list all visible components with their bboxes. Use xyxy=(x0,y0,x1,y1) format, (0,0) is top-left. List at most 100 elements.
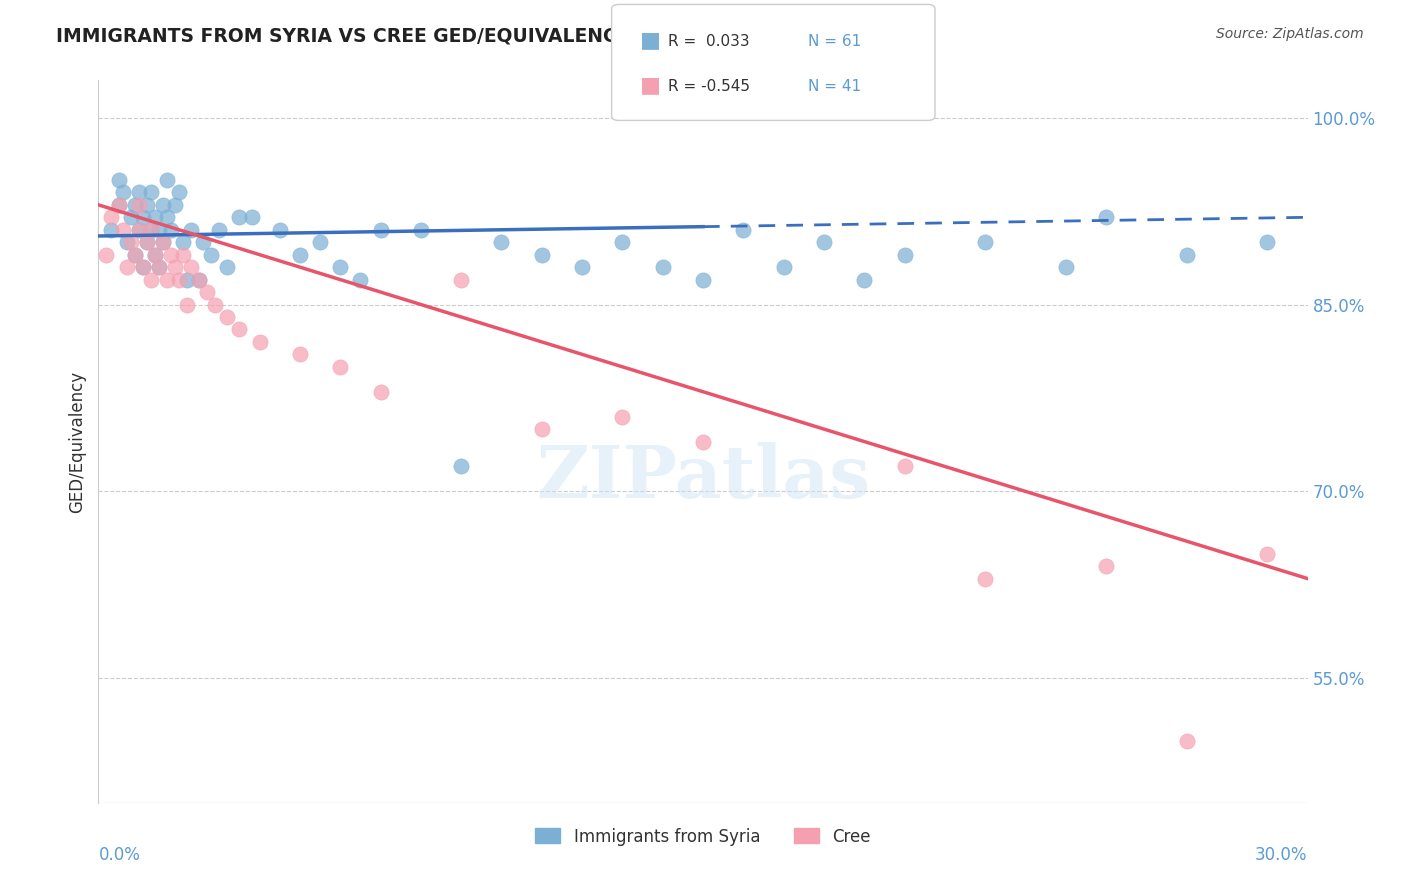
Point xyxy=(530,422,553,436)
Point xyxy=(228,322,250,336)
Point xyxy=(143,248,166,262)
Point xyxy=(1095,211,1118,225)
Point xyxy=(1095,559,1118,574)
Point xyxy=(115,260,138,274)
Point xyxy=(1256,235,1278,250)
Point xyxy=(148,223,170,237)
Point xyxy=(111,186,134,200)
Point xyxy=(1256,547,1278,561)
Point xyxy=(1175,733,1198,747)
Point xyxy=(143,248,166,262)
Point xyxy=(208,223,231,237)
Point xyxy=(217,260,239,274)
Point xyxy=(200,248,222,262)
Point xyxy=(974,235,997,250)
Point xyxy=(370,384,392,399)
Point xyxy=(813,235,835,250)
Point xyxy=(733,223,755,237)
Text: R =  0.033: R = 0.033 xyxy=(668,35,749,49)
Point xyxy=(180,260,202,274)
Point xyxy=(107,173,129,187)
Point xyxy=(96,248,118,262)
Point xyxy=(288,347,311,361)
Point xyxy=(491,235,513,250)
Point xyxy=(893,459,915,474)
Point xyxy=(139,223,162,237)
Point xyxy=(772,260,794,274)
Point xyxy=(853,272,876,286)
Point xyxy=(156,272,179,286)
Point xyxy=(128,186,150,200)
Point xyxy=(163,198,186,212)
Point xyxy=(349,272,371,286)
Point xyxy=(128,223,150,237)
Point xyxy=(139,186,162,200)
Text: ZIPatlas: ZIPatlas xyxy=(536,442,870,513)
Point xyxy=(148,260,170,274)
Point xyxy=(167,272,190,286)
Point xyxy=(139,223,162,237)
Point xyxy=(309,235,332,250)
Point xyxy=(269,223,291,237)
Point xyxy=(974,572,997,586)
Point xyxy=(193,235,215,250)
Point xyxy=(160,248,183,262)
Text: 30.0%: 30.0% xyxy=(1256,847,1308,864)
Point xyxy=(176,297,198,311)
Point xyxy=(132,260,155,274)
Point xyxy=(152,235,174,250)
Point xyxy=(288,248,311,262)
Point xyxy=(370,223,392,237)
Text: ■: ■ xyxy=(640,75,661,95)
Point xyxy=(188,272,211,286)
Point xyxy=(156,173,179,187)
Point xyxy=(111,223,134,237)
Text: R = -0.545: R = -0.545 xyxy=(668,79,749,94)
Point xyxy=(692,272,714,286)
Point xyxy=(160,223,183,237)
Point xyxy=(1175,248,1198,262)
Point xyxy=(180,223,202,237)
Point xyxy=(228,211,250,225)
Point xyxy=(135,198,157,212)
Point xyxy=(152,235,174,250)
Point xyxy=(651,260,673,274)
Point xyxy=(530,248,553,262)
Point xyxy=(107,198,129,212)
Point xyxy=(1054,260,1077,274)
Point xyxy=(893,248,915,262)
Point xyxy=(100,211,122,225)
Point xyxy=(195,285,218,299)
Point xyxy=(172,235,194,250)
Point xyxy=(152,198,174,212)
Y-axis label: GED/Equivalency: GED/Equivalency xyxy=(69,370,87,513)
Text: 0.0%: 0.0% xyxy=(98,847,141,864)
Point xyxy=(143,211,166,225)
Text: N = 61: N = 61 xyxy=(808,35,862,49)
Point xyxy=(124,248,146,262)
Point xyxy=(124,248,146,262)
Point xyxy=(128,198,150,212)
Point xyxy=(176,272,198,286)
Text: N = 41: N = 41 xyxy=(808,79,862,94)
Point xyxy=(135,235,157,250)
Point xyxy=(124,198,146,212)
Text: ■: ■ xyxy=(640,30,661,50)
Point xyxy=(107,198,129,212)
Point xyxy=(571,260,593,274)
Point xyxy=(148,260,170,274)
Text: Source: ZipAtlas.com: Source: ZipAtlas.com xyxy=(1216,27,1364,41)
Point xyxy=(409,223,432,237)
Point xyxy=(100,223,122,237)
Legend: Immigrants from Syria, Cree: Immigrants from Syria, Cree xyxy=(529,821,877,852)
Point xyxy=(450,459,472,474)
Point xyxy=(240,211,263,225)
Text: IMMIGRANTS FROM SYRIA VS CREE GED/EQUIVALENCY CORRELATION CHART: IMMIGRANTS FROM SYRIA VS CREE GED/EQUIVA… xyxy=(56,27,862,45)
Point xyxy=(450,272,472,286)
Point xyxy=(135,235,157,250)
Point xyxy=(132,211,155,225)
Point xyxy=(115,235,138,250)
Point xyxy=(249,334,271,349)
Point xyxy=(128,223,150,237)
Point xyxy=(132,260,155,274)
